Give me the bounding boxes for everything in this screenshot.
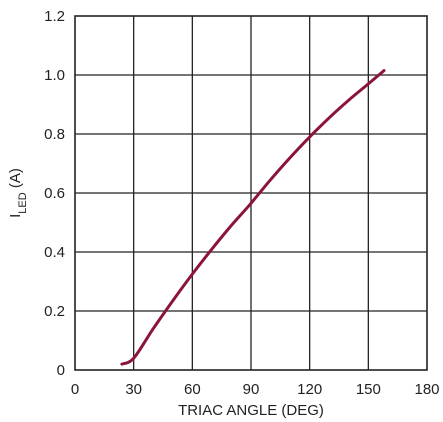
y-axis-label-suffix: (A) [7,168,24,192]
x-tick-label: 150 [356,381,381,398]
x-tick-label: 90 [243,381,260,398]
x-tick-label: 120 [297,381,322,398]
grid [75,16,427,370]
y-tick-label: 0.2 [44,303,65,320]
plot-frame [74,15,428,371]
x-tick-label: 60 [184,381,201,398]
y-tick-label: 1.2 [44,8,65,25]
y-tick-label: 0.4 [44,244,65,261]
series-group [120,69,386,366]
x-tick-label: 180 [414,381,439,398]
y-tick-label: 1.0 [44,67,65,84]
y-tick-label: 0.6 [44,185,65,202]
series-line [120,69,386,366]
x-tick-labels: 0 30 60 90 120 150 180 [71,381,440,398]
x-tick-label: 30 [125,381,142,398]
y-axis-label: ILED (A) [7,168,29,218]
y-axis-label-main: I [7,214,24,218]
y-tick-label: 0 [57,362,65,379]
x-tick-label: 0 [71,381,79,398]
y-axis-label-subscript: LED [17,192,29,213]
y-tick-labels: 0 0.2 0.4 0.6 0.8 1.0 1.2 [44,8,65,379]
x-axis-label: TRIAC ANGLE (DEG) [178,402,324,419]
y-tick-label: 0.8 [44,126,65,143]
